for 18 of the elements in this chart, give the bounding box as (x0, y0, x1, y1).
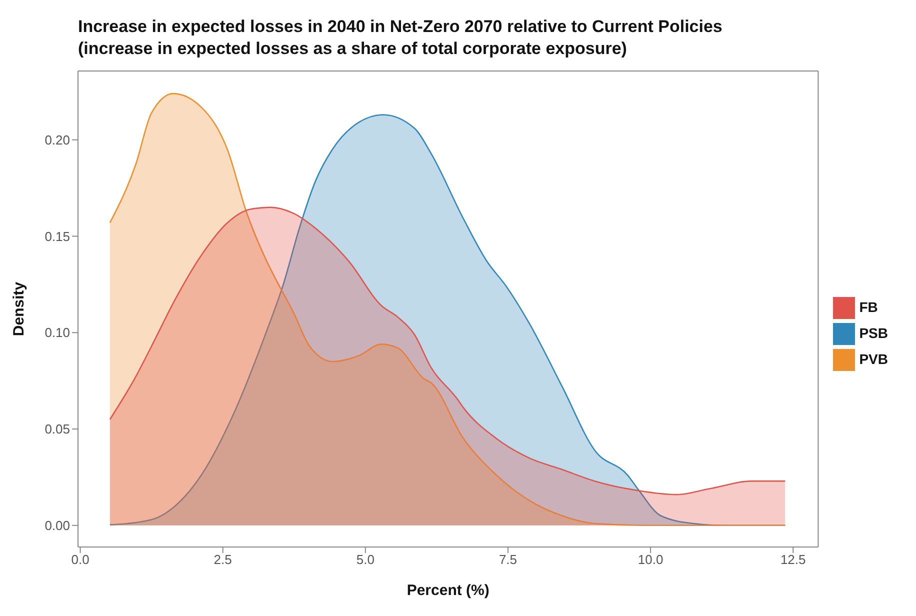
y-tick-label: 0.00 (44, 518, 70, 534)
chart-title: Increase in expected losses in 2040 in Net-Zero 2070 relative to Current Policies (78, 16, 724, 38)
y-tick-label: 0.10 (44, 325, 70, 340)
legend-label: PVB (859, 350, 888, 366)
x-tick-label: 0.0 (71, 552, 90, 568)
y-axis-title: Density (10, 281, 28, 336)
chart-subtitle: (increase in expected losses as a share of total corporate exposure) (78, 38, 628, 60)
y-tick-label: 0.20 (44, 132, 70, 148)
x-tick-label: 10.0 (638, 552, 664, 568)
legend-label: PSB (859, 324, 888, 340)
x-tick-label: 5.0 (356, 552, 374, 568)
x-tick-label: 2.5 (214, 552, 232, 568)
x-tick-label: 12.5 (780, 552, 806, 568)
legend-label: FB (859, 298, 878, 314)
y-tick-label: 0.15 (44, 228, 70, 244)
x-axis-title: Percent (%) (406, 582, 490, 599)
x-tick-label: 7.5 (498, 552, 518, 568)
y-tick-label: 0.05 (44, 422, 70, 437)
